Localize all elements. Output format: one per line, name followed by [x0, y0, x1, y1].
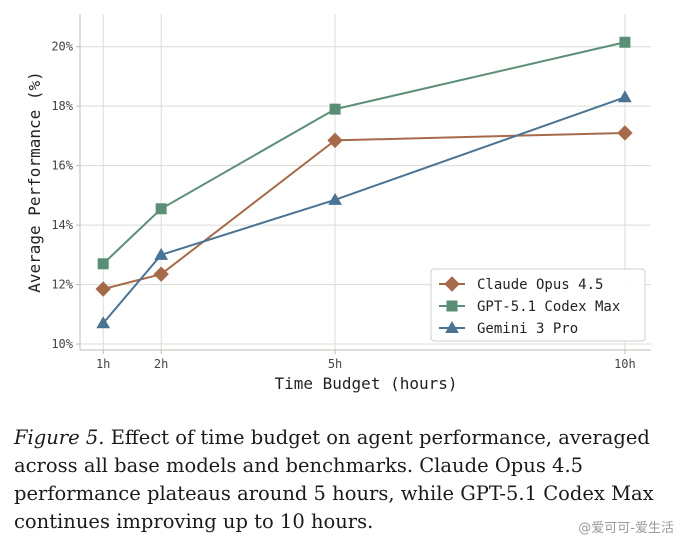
legend-label: Claude Opus 4.5 [477, 277, 603, 293]
figure-caption: Figure 5. Effect of time budget on agent… [14, 424, 670, 536]
data-point [328, 192, 342, 205]
legend-marker [444, 276, 460, 292]
x-tick-label: 5h [328, 357, 342, 371]
data-point [329, 103, 341, 115]
x-tick-label: 1h [96, 357, 110, 371]
data-point [619, 36, 631, 48]
x-tick-label: 2h [154, 357, 168, 371]
series-claude-opus-4-5 [95, 125, 633, 297]
y-tick-label: 12% [51, 278, 73, 292]
series-line [102, 41, 626, 265]
y-tick-label: 20% [51, 40, 73, 54]
series-line [102, 131, 625, 291]
line-chart: 10% 12% 14% 16% 18% 20% 1h 2h 5h 10h Time Budget… [25, 14, 651, 393]
data-point [95, 281, 111, 297]
legend-label: Gemini 3 Pro [477, 321, 578, 337]
data-point [155, 203, 167, 215]
data-point [618, 90, 632, 103]
y-tick-label: 16% [51, 159, 73, 173]
watermark: @爱可可-爱生活 [578, 521, 674, 536]
y-tick-labels: 10% 12% 14% 16% 18% 20% [51, 40, 73, 351]
y-axis-label: Average Performance (%) [25, 71, 44, 293]
data-point [96, 316, 111, 329]
x-tick-label: 10h [614, 357, 636, 371]
data-point [617, 125, 633, 141]
legend-label: GPT-5.1 Codex Max [477, 299, 620, 315]
data-point [154, 247, 169, 260]
series-line [102, 96, 626, 324]
y-tick-label: 10% [51, 337, 73, 351]
data-point [327, 132, 343, 149]
y-tick-label: 14% [51, 218, 73, 232]
data-point [97, 258, 109, 270]
legend-marker [446, 300, 458, 312]
axes [76, 14, 651, 354]
data-point [153, 266, 169, 282]
series-gemini-3-pro [96, 90, 632, 329]
x-tick-labels: 1h 2h 5h 10h [96, 357, 636, 371]
series-gpt-5-1-codex-max [97, 36, 631, 270]
legend: Claude Opus 4.5 GPT-5.1 Codex Max Gemini 3… [430, 268, 646, 342]
caption-text: Effect of time budget on agent performan… [14, 426, 654, 533]
x-axis-label: Time Budget (hours) [274, 374, 457, 393]
series-lines [95, 36, 633, 329]
legend-box [430, 268, 646, 342]
y-tick-label: 18% [51, 99, 73, 113]
legend-marker [445, 320, 459, 333]
figure-label: Figure 5. [14, 426, 105, 449]
